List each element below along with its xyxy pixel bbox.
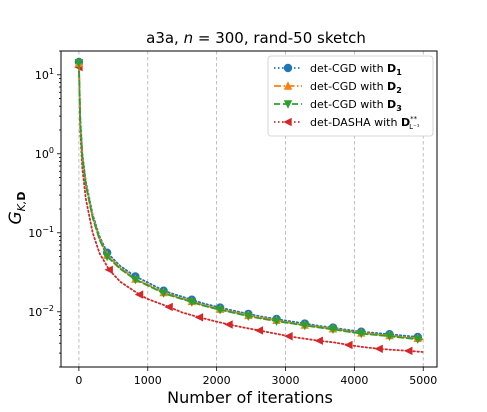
legend-label-4: det-DASHA with D** L⁻¹ <box>310 115 420 131</box>
series-4-point-4 <box>194 313 204 322</box>
legend-item-2: det-CGD with D2 <box>274 80 402 95</box>
legend-label-2: det-CGD with D2 <box>310 80 402 95</box>
x-tick-label-1: 1000 <box>134 374 162 387</box>
y-tick-label-1: 10−1 <box>28 225 54 240</box>
series-3-point-3 <box>159 289 168 298</box>
legend-marker-1 <box>283 63 293 73</box>
y-tick-label-0: 10−2 <box>28 304 54 319</box>
series-3-point-8 <box>300 321 309 331</box>
series-3 <box>74 59 424 344</box>
series-4-point-2 <box>134 290 144 299</box>
series-3-point-4 <box>187 298 197 307</box>
x-tick-label-5: 5000 <box>409 374 437 387</box>
series-layer <box>74 57 424 356</box>
series-3-point-11 <box>385 332 394 341</box>
x-axis-title: Number of iterations <box>167 388 333 407</box>
x-tick-label-4: 4000 <box>340 374 368 387</box>
series-3-point-0 <box>74 59 84 68</box>
y-axis-title: GK,D <box>6 191 28 224</box>
series-3-point-5 <box>215 306 225 315</box>
chart-title: a3a, n = 300, rand-50 sketch <box>146 29 366 47</box>
axes-layer: 0 1000 2000 3000 4000 5000 10−2 10−1 100 101 <box>28 50 438 387</box>
legend-marker-2 <box>283 81 293 90</box>
series-4 <box>74 62 424 356</box>
x-tick-label-3: 3000 <box>271 374 299 387</box>
y-tick-label-2: 100 <box>35 146 54 161</box>
series-3-point-1 <box>102 252 112 262</box>
series-3-point-6 <box>244 312 253 321</box>
legend-marker-3 <box>283 100 293 109</box>
legend-marker-4 <box>283 117 292 127</box>
legend-label-1: det-CGD with D1 <box>310 62 402 77</box>
x-tick-label-2: 2000 <box>203 374 231 387</box>
series-3-point-12 <box>413 335 422 344</box>
y-tick-label-3: 101 <box>35 67 54 82</box>
grid-layer <box>78 51 424 367</box>
legend: det-CGD with D1 det-CGD with D2 det-CGD wi… <box>267 55 434 137</box>
series-3-point-9 <box>328 325 338 335</box>
legend-box <box>267 55 434 137</box>
legend-item-1: det-CGD with D1 <box>274 62 402 77</box>
series-4-line <box>78 66 424 353</box>
series-4-point-11 <box>404 346 413 356</box>
series-4-point-6 <box>254 326 264 335</box>
legend-item-3: det-CGD with D3 <box>274 98 402 113</box>
series-3-line <box>78 61 424 341</box>
x-tick-label-0: 0 <box>75 374 82 387</box>
series-4-point-5 <box>224 320 233 329</box>
series-4-point-1 <box>104 265 113 274</box>
legend-label-3: det-CGD with D3 <box>310 98 402 113</box>
series-3-point-10 <box>357 329 366 339</box>
series-4-point-8 <box>314 336 323 345</box>
series-4-point-7 <box>284 332 293 341</box>
series-4-point-3 <box>164 302 173 312</box>
series-3-point-2 <box>131 275 140 285</box>
series-4-point-10 <box>374 344 383 353</box>
legend-item-4: det-DASHA with D** L⁻¹ <box>274 115 420 131</box>
series-4-point-9 <box>344 340 353 350</box>
series-3-point-7 <box>272 317 281 326</box>
